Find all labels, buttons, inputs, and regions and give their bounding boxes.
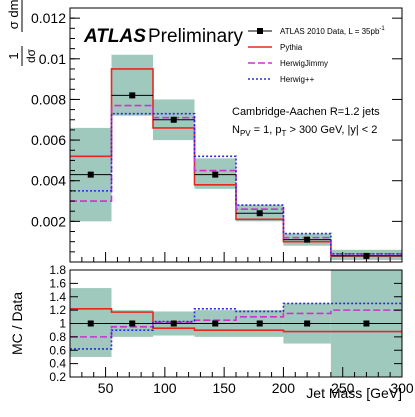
main-syst-band-bin-2: [111, 54, 153, 116]
ratio-y-axis-label: MC / Data: [9, 292, 25, 355]
ratio-ytick-label-6: 1.2: [49, 303, 66, 317]
ratio-ytick-label-4: 0.8: [49, 330, 66, 344]
main-data-point-1: [87, 171, 94, 178]
main-data-point-2: [129, 92, 136, 99]
legend-label-4: Herwig++: [280, 75, 315, 84]
main-data-point-4: [212, 171, 219, 178]
main-series-herwigpp: [70, 112, 402, 255]
ratio-data-point-3: [170, 320, 177, 327]
x-axis-label: Jet Mass [GeV]: [306, 385, 402, 401]
ratio-ytick-label-5: 1: [59, 317, 66, 331]
main-ytick-label-5: 0.01: [39, 51, 66, 67]
main-data-point-6: [304, 236, 311, 243]
legend-label-1: ATLAS 2010 Data, L = 35pb-1: [280, 26, 385, 36]
annotation-selection: NPV = 1, pT > 300 GeV, |y| < 2: [232, 124, 377, 138]
main-y-axis-label: 1dσ σ dm [GeV]: [6, 0, 38, 66]
ratio-xtick-label-6: 300: [390, 380, 414, 396]
ratio-xtick-label-1: 50: [98, 380, 114, 396]
ratio-data-point-2: [129, 320, 136, 327]
main-ytick-label-2: 0.004: [31, 173, 66, 189]
main-data-point-5: [256, 210, 263, 217]
main-series-pythia: [70, 68, 402, 257]
legend-label-2: Pythia: [280, 43, 303, 52]
ratio-ytick-label-1: 0.2: [49, 370, 66, 384]
ratio-xtick-label-2: 100: [153, 380, 177, 396]
ratio-series-herwigjimmy: [70, 309, 402, 338]
atlas-label: ATLAS: [83, 26, 146, 47]
ratio-data-point-6: [304, 320, 311, 327]
ratio-data-point-1: [87, 320, 94, 327]
ratio-ytick-label-3: 0.6: [49, 343, 66, 357]
y-label-one: 1: [6, 52, 21, 59]
main-series-herwigjimmy: [70, 104, 402, 255]
main-data-point-7: [363, 252, 370, 259]
y-label-denominator: σ dm [GeV]: [6, 0, 21, 29]
y-label-dsigma: dσ: [24, 48, 38, 63]
ratio-data-point-7: [363, 320, 370, 327]
main-data-point-3: [170, 116, 177, 123]
ratio-data-point-4: [212, 320, 219, 327]
atlas-preliminary-label: Preliminary: [148, 26, 244, 47]
main-ytick-label-6: 0.012: [31, 10, 66, 26]
ratio-data-point-5: [256, 320, 263, 327]
ratio-xtick-label-3: 150: [212, 380, 236, 396]
ratio-ytick-label-2: 0.4: [49, 357, 66, 371]
ratio-xtick-label-4: 200: [272, 380, 296, 396]
main-ytick-label-4: 0.008: [31, 91, 66, 107]
ratio-ytick-label-9: 1.8: [49, 263, 66, 277]
annotation-algorithm: Cambridge-Aachen R=1.2 jets: [232, 106, 380, 118]
ratio-ytick-label-8: 1.6: [49, 276, 66, 290]
legend-data-marker: [257, 28, 263, 34]
ratio-series-herwigpp: [70, 302, 402, 350]
main-ytick-label-3: 0.006: [31, 132, 66, 148]
legend-label-3: HerwigJimmy: [280, 59, 328, 68]
ratio-series-pythia: [70, 307, 402, 333]
ratio-xtick-label-5: 250: [331, 380, 355, 396]
main-ytick-label-1: 0.002: [31, 213, 66, 229]
ratio-ytick-label-7: 1.4: [49, 290, 66, 304]
